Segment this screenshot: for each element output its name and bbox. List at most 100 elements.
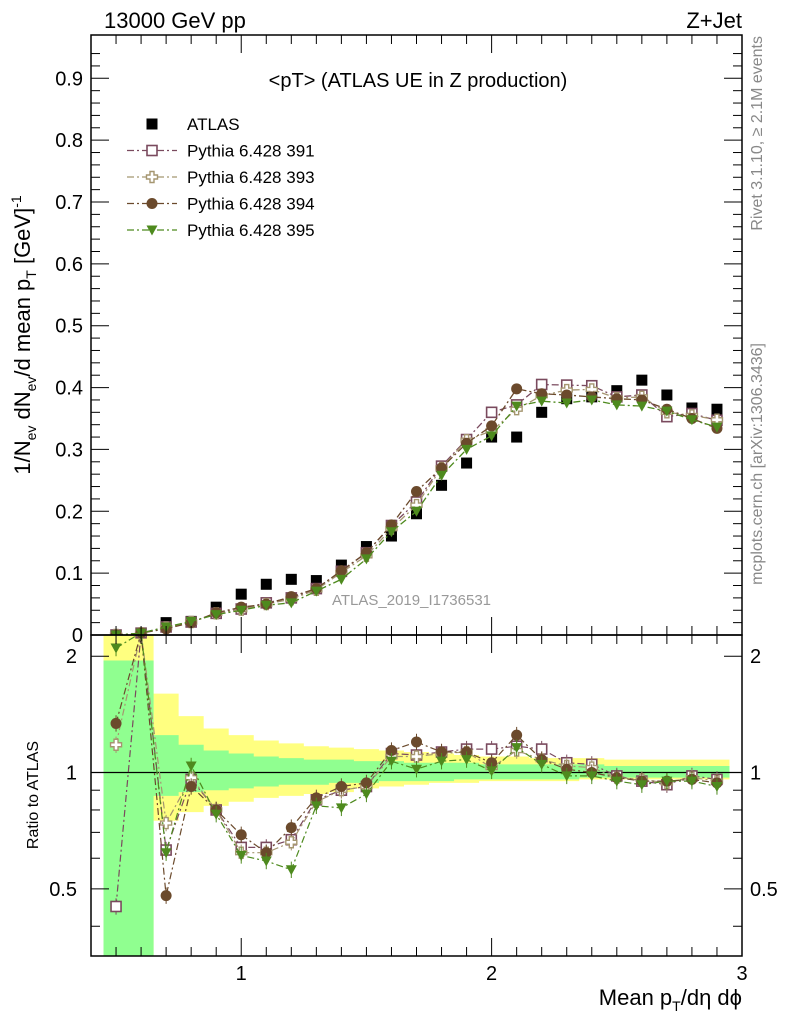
ratio-point-p395 <box>561 771 573 782</box>
ratio-point-p394 <box>185 781 197 793</box>
main-point-atlas <box>335 559 347 571</box>
ratio-point-p395 <box>260 856 272 867</box>
ratio-y-tick-label-right: 0.5 <box>750 879 778 901</box>
main-point-p395 <box>536 396 548 407</box>
main-point-p391 <box>485 406 498 419</box>
main-point-atlas <box>235 588 247 600</box>
ratio-point-p394 <box>235 829 247 841</box>
ratio-point-p393 <box>109 738 123 751</box>
ratio-frame <box>90 634 743 957</box>
main-point-p395 <box>511 401 523 412</box>
main-point-p394 <box>536 388 548 400</box>
ratio-point-p394 <box>436 746 448 758</box>
legend-label-p393: Pythia 6.428 393 <box>187 168 315 187</box>
ratio-point-p395 <box>335 803 347 814</box>
ratio-point-p394 <box>160 890 172 902</box>
x-tick-label: 1 <box>236 963 247 985</box>
ratio-point-p395 <box>586 771 598 782</box>
ratio-point-p394 <box>411 736 422 748</box>
rivet-label: Rivet 3.1.10, ≥ 2.1M events <box>749 36 766 231</box>
main-point-atlas <box>461 457 473 469</box>
main-point-p394 <box>486 420 498 432</box>
main-point-p395 <box>210 610 222 621</box>
ratio-point-p393 <box>159 816 173 830</box>
ratio-point-p395 <box>661 776 673 787</box>
ratio-y-tick-label-right: 2 <box>750 646 761 668</box>
ratio-point-p395 <box>511 743 523 754</box>
main-point-p395 <box>636 401 648 412</box>
main-point-p395 <box>661 406 673 417</box>
main-point-p395 <box>586 395 598 406</box>
main-point-atlas <box>310 575 322 587</box>
ratio-point-p394 <box>260 847 272 859</box>
main-y-tick-label: 0 <box>72 625 83 647</box>
ratio-point-p394 <box>110 717 122 729</box>
ratio-point-p395 <box>461 755 473 766</box>
main-point-p395 <box>310 586 322 597</box>
ratio-point-p395 <box>185 761 197 772</box>
legend-marker-p395 <box>146 225 158 236</box>
main-point-p394 <box>561 389 573 401</box>
main-point-atlas <box>536 406 548 418</box>
legend-label-atlas: ATLAS <box>187 115 240 134</box>
main-point-atlas <box>711 403 723 415</box>
y-axis-label-text: 1/N <box>10 440 35 474</box>
main-point-p395 <box>486 431 498 442</box>
ratio-point-p391 <box>110 900 122 913</box>
main-point-p395 <box>235 605 247 616</box>
main-y-tick-label: 0.7 <box>55 192 83 214</box>
legend-marker-atlas <box>146 118 158 130</box>
x-axis-label: Mean pT/dη dϕ <box>599 985 742 1014</box>
legend-label-p394: Pythia 6.428 394 <box>187 195 315 214</box>
ratio-y-tick-label: 2 <box>66 646 77 668</box>
main-point-p395 <box>461 444 473 455</box>
ratio-y-axis-label: Ratio to ATLAS <box>25 741 42 849</box>
watermark-label: ATLAS_2019_I1736531 <box>332 592 491 609</box>
main-y-tick-label: 0.9 <box>55 68 83 90</box>
main-y-tick-label: 0.5 <box>55 316 83 338</box>
main-point-p395 <box>185 616 197 627</box>
legend-label-p395: Pythia 6.428 395 <box>187 221 315 240</box>
main-point-p395 <box>285 598 297 609</box>
main-point-atlas <box>511 431 523 443</box>
ratio-point-p393 <box>410 750 423 763</box>
x-tick-label: 2 <box>486 963 497 985</box>
main-point-p395 <box>360 554 372 565</box>
main-series-layer <box>109 374 724 635</box>
ratio-series-layer <box>109 635 724 915</box>
main-point-p394 <box>436 462 448 474</box>
main-point-p395 <box>436 470 448 481</box>
chart-title: <pT> (ATLAS UE in Z production) <box>269 70 568 92</box>
legend-label-p391: Pythia 6.428 391 <box>187 142 315 161</box>
main-y-tick-label: 0.8 <box>55 130 83 152</box>
ratio-y-tick-label: 0.5 <box>49 879 77 901</box>
main-y-tick-label: 0.1 <box>55 563 83 585</box>
ratio-point-p395 <box>711 782 723 793</box>
main-y-tick-label: 0.2 <box>55 501 83 523</box>
ratio-point-p391 <box>485 743 498 755</box>
main-y-axis-label: 1/Nev dNev/d mean pT [GeV]-1 <box>8 195 39 475</box>
main-point-p395 <box>335 574 347 585</box>
main-axes: 0 0.1 0.2 0.3 0.4 0.5 0.6 0.7 0.8 0.9 <box>55 35 743 647</box>
process-label: Z+Jet <box>686 8 742 33</box>
ratio-point-p395 <box>360 789 372 800</box>
main-point-p391 <box>535 378 548 391</box>
ratio-point-p395 <box>160 848 172 859</box>
main-point-p394 <box>335 565 347 577</box>
main-point-p395 <box>711 422 723 433</box>
ratio-band-yellow <box>103 635 730 956</box>
ratio-point-p395 <box>285 865 297 876</box>
main-point-p395 <box>611 400 623 411</box>
main-point-p395 <box>686 415 698 426</box>
mcplots-label: mcplots.cern.ch [arXiv:1306.3436] <box>749 343 766 585</box>
ratio-point-p395 <box>385 756 397 767</box>
ratio-point-p395 <box>636 780 648 791</box>
ratio-point-p395 <box>486 766 498 777</box>
ratio-point-p395 <box>536 759 548 770</box>
main-point-atlas <box>436 479 448 491</box>
ratio-point-p395 <box>611 776 623 787</box>
ratio-point-p395 <box>686 776 698 787</box>
main-point-atlas <box>661 389 673 401</box>
main-y-tick-label: 0.6 <box>55 254 83 276</box>
main-point-p395 <box>411 506 422 517</box>
